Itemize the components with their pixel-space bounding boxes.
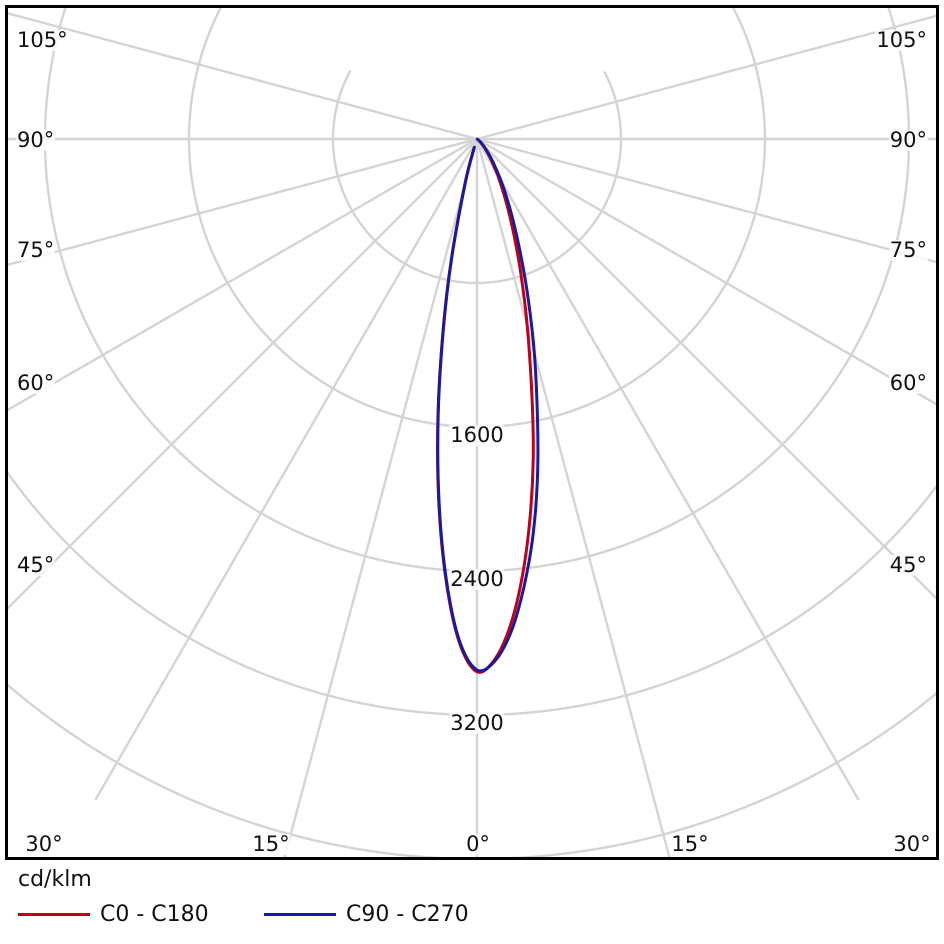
- legend-color-swatch: [18, 913, 90, 916]
- plot-frame: 105° 90° 75° 60° 45° 105° 90° 75° 60° 45° 30° 15° 0°…: [5, 5, 939, 860]
- legend-item-0[interactable]: C0 - C180: [18, 902, 209, 927]
- angle-tick-bottom-3: 15°: [670, 832, 710, 856]
- angle-tick-bottom-2: 0°: [465, 832, 491, 856]
- angle-tick-right-0: 105°: [875, 28, 928, 52]
- radial-tick-2: 3200: [449, 711, 505, 735]
- radial-tick-1: 2400: [449, 567, 505, 591]
- legend-label: C90 - C270: [346, 902, 469, 927]
- angle-tick-right-2: 75°: [888, 238, 928, 262]
- intensity-curves: [436, 137, 540, 674]
- legend-row: C0 - C180 C90 - C270: [0, 902, 944, 936]
- angle-tick-right-4: 45°: [888, 553, 928, 577]
- angle-tick-left-4: 45°: [16, 553, 56, 577]
- legend-color-swatch: [264, 913, 336, 916]
- angle-tick-left-2: 75°: [16, 238, 56, 262]
- legend-item-1[interactable]: C90 - C270: [264, 902, 469, 927]
- legend: cd/klm C0 - C180 C90 - C270: [0, 862, 944, 944]
- angle-tick-left-0: 105°: [16, 28, 69, 52]
- angle-tick-right-3: 60°: [888, 371, 928, 395]
- angle-tick-bottom-4: 30°: [892, 832, 932, 856]
- angle-tick-left-1: 90°: [16, 128, 56, 152]
- angle-tick-left-3: 60°: [16, 371, 56, 395]
- radial-tick-0: 1600: [449, 423, 505, 447]
- angle-tick-bottom-1: 15°: [251, 832, 291, 856]
- angle-tick-bottom-0: 30°: [24, 832, 64, 856]
- legend-label: C0 - C180: [100, 902, 209, 927]
- unit-label: cd/klm: [18, 867, 92, 892]
- angle-tick-right-1: 90°: [888, 128, 928, 152]
